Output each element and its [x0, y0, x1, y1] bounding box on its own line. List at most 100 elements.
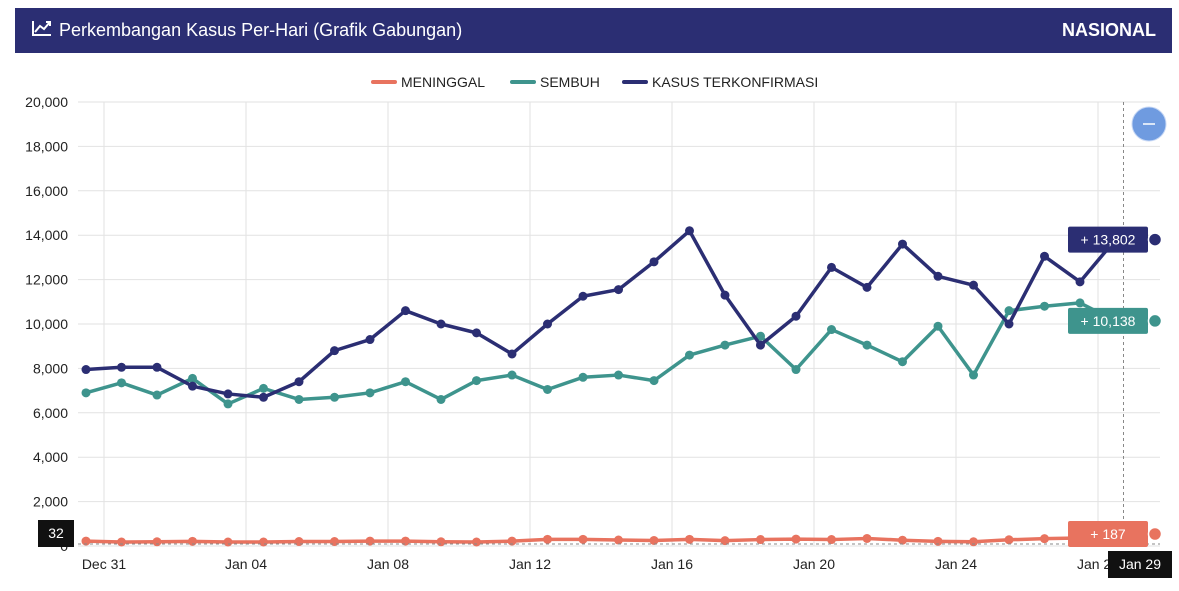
data-point[interactable]: [933, 321, 943, 331]
region-label: NASIONAL: [1062, 20, 1156, 40]
data-point[interactable]: [259, 383, 268, 393]
data-point[interactable]: [969, 537, 978, 547]
data-point[interactable]: [543, 534, 552, 544]
data-point[interactable]: [756, 340, 765, 350]
data-point[interactable]: [472, 376, 481, 386]
data-point[interactable]: [649, 535, 659, 545]
chart-title: Perkembangan Kasus Per-Hari (Grafik Gabu…: [59, 20, 463, 40]
data-point[interactable]: [81, 388, 91, 398]
y-tick-label: 6,000: [33, 405, 68, 421]
data-point[interactable]: [1075, 277, 1085, 287]
data-point[interactable]: [507, 536, 517, 546]
data-point[interactable]: [223, 399, 233, 409]
data-point[interactable]: [117, 362, 126, 372]
data-point[interactable]: [933, 271, 943, 281]
data-point[interactable]: [827, 535, 836, 545]
data-point[interactable]: [223, 389, 233, 399]
data-point[interactable]: [188, 373, 197, 383]
data-point[interactable]: [507, 349, 517, 359]
data-point[interactable]: [614, 535, 623, 545]
line-chart-icon: [31, 19, 53, 42]
data-point[interactable]: [862, 533, 872, 543]
crosshair-date-label: Jan 29: [1119, 556, 1161, 572]
data-point[interactable]: [365, 335, 375, 345]
data-point[interactable]: [81, 365, 91, 375]
data-point[interactable]: [898, 357, 907, 367]
data-point[interactable]: [401, 536, 410, 546]
data-point[interactable]: [81, 536, 91, 546]
data-point[interactable]: [436, 394, 446, 404]
data-point[interactable]: [223, 537, 233, 547]
data-point[interactable]: [1004, 306, 1014, 316]
value-tooltip-label: + 13,802: [1081, 232, 1136, 248]
data-point[interactable]: [543, 384, 552, 394]
data-point[interactable]: [117, 378, 126, 388]
data-point[interactable]: [791, 365, 801, 375]
data-point[interactable]: [259, 392, 268, 402]
data-point[interactable]: [294, 537, 304, 547]
data-point[interactable]: [685, 226, 694, 236]
data-point[interactable]: [543, 319, 552, 329]
data-point[interactable]: [365, 388, 375, 398]
data-point[interactable]: [330, 346, 339, 356]
data-point[interactable]: [117, 537, 126, 547]
data-point[interactable]: [152, 362, 162, 372]
y-tick-label: 10,000: [25, 316, 68, 332]
data-point[interactable]: [685, 534, 694, 544]
data-point[interactable]: [365, 536, 375, 546]
data-point[interactable]: [578, 534, 588, 544]
data-point[interactable]: [1040, 534, 1049, 544]
data-point[interactable]: [756, 535, 765, 545]
series-line: [85, 229, 1117, 400]
data-point[interactable]: [827, 325, 836, 335]
data-point[interactable]: [791, 534, 801, 544]
data-point[interactable]: [827, 262, 836, 272]
data-point[interactable]: [685, 350, 694, 360]
data-point[interactable]: [1004, 319, 1014, 329]
data-point[interactable]: [1004, 535, 1014, 545]
series-line: [85, 301, 1117, 406]
data-point[interactable]: [472, 537, 481, 547]
data-point[interactable]: [862, 340, 872, 350]
tooltip-marker: [1147, 526, 1163, 542]
data-point[interactable]: [898, 535, 907, 545]
data-point[interactable]: [578, 291, 588, 301]
data-point[interactable]: [330, 392, 339, 402]
data-point[interactable]: [578, 372, 588, 382]
data-point[interactable]: [152, 390, 162, 400]
data-point[interactable]: [614, 370, 623, 380]
data-point[interactable]: [436, 537, 446, 547]
data-point[interactable]: [294, 394, 304, 404]
data-point[interactable]: [756, 331, 765, 341]
data-point[interactable]: [330, 537, 339, 547]
data-point[interactable]: [898, 239, 907, 249]
data-point[interactable]: [294, 377, 304, 387]
data-point[interactable]: [720, 340, 730, 350]
data-point[interactable]: [862, 282, 872, 292]
data-point[interactable]: [969, 370, 978, 380]
data-point[interactable]: [152, 537, 162, 547]
data-point[interactable]: [472, 328, 481, 338]
crosshair-y-label: 32: [48, 525, 64, 541]
y-tick-label: 14,000: [25, 227, 68, 243]
data-point[interactable]: [401, 377, 410, 387]
data-point[interactable]: [720, 290, 730, 300]
data-point[interactable]: [969, 280, 978, 290]
data-point[interactable]: [791, 311, 801, 321]
data-point[interactable]: [1040, 251, 1049, 261]
data-point[interactable]: [649, 376, 659, 386]
data-point[interactable]: [188, 381, 197, 391]
data-point[interactable]: [614, 285, 623, 295]
data-point[interactable]: [649, 257, 659, 267]
x-tick-label: Dec 31: [82, 556, 127, 572]
crosshair-y-box: [38, 520, 74, 547]
data-point[interactable]: [436, 319, 446, 329]
data-point[interactable]: [259, 537, 268, 547]
data-point[interactable]: [1040, 301, 1049, 311]
data-point[interactable]: [401, 306, 410, 316]
x-tick-label: Jan 20: [793, 556, 835, 572]
data-point[interactable]: [507, 370, 517, 380]
data-point[interactable]: [933, 536, 943, 546]
data-point[interactable]: [720, 536, 730, 546]
data-point[interactable]: [1075, 298, 1085, 308]
